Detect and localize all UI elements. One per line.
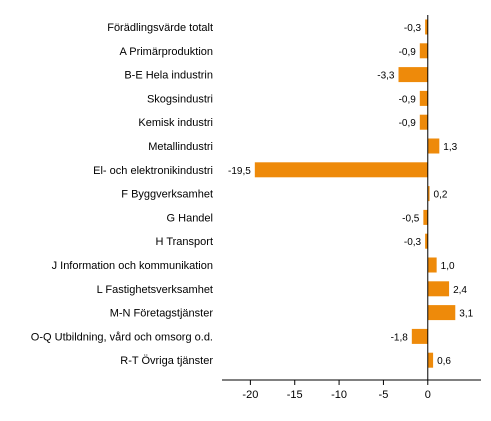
category-label: A Primärproduktion <box>119 46 213 58</box>
data-label: -1,8 <box>391 332 409 343</box>
data-label: -3,3 <box>377 71 395 82</box>
bar <box>427 281 450 297</box>
bar <box>427 257 437 273</box>
category-label: H Transport <box>156 236 213 248</box>
category-label: J Information och kommunikation <box>52 260 213 272</box>
data-label: -0,3 <box>404 23 422 34</box>
category-label: G Handel <box>167 212 213 224</box>
category-label: M-N Företagstjänster <box>110 308 214 320</box>
data-label: -0,3 <box>404 237 422 248</box>
data-label: -0,9 <box>399 94 417 105</box>
x-tick-label: -20 <box>242 389 258 401</box>
bar <box>427 138 440 154</box>
data-label: 0,2 <box>434 190 448 201</box>
x-axis: -20 -15 -10 -5 0 <box>222 15 481 401</box>
data-label: -0,9 <box>399 118 417 129</box>
bar <box>427 352 434 368</box>
category-label: El- och elektronikindustri <box>93 165 213 177</box>
data-label: 3,1 <box>459 309 473 320</box>
bar <box>425 233 428 249</box>
category-label: Metallindustri <box>148 141 213 153</box>
x-tick-label: -5 <box>379 389 389 401</box>
x-tick-label: -15 <box>287 389 303 401</box>
category-label: O-Q Utbildning, vård och omsorg o.d. <box>31 331 213 343</box>
bar <box>419 114 428 130</box>
bar <box>425 19 428 35</box>
data-label: 0,6 <box>437 356 451 367</box>
labels-layer: Förädlingsvärde totalt -0,3 A Primärproduk… <box>31 22 474 367</box>
category-label: Skogsindustri <box>147 93 213 105</box>
data-label: 1,3 <box>443 142 457 153</box>
data-label: 2,4 <box>453 285 467 296</box>
data-label: -0,5 <box>402 213 420 224</box>
category-label: B-E Hela industrin <box>124 70 213 82</box>
category-label: R-T Övriga tjänster <box>120 355 213 367</box>
category-label: Förädlingsvärde totalt <box>107 22 213 34</box>
bar <box>411 328 428 344</box>
bar <box>427 186 430 202</box>
category-label: L Fastighetsverksamhet <box>97 284 213 296</box>
x-tick-label: -10 <box>331 389 347 401</box>
data-label: -0,9 <box>399 47 417 58</box>
bar <box>423 209 428 225</box>
bars-layer <box>254 19 456 368</box>
category-label: Kemisk industri <box>138 117 213 129</box>
bar <box>419 43 428 59</box>
bar <box>254 162 428 178</box>
bar <box>398 67 428 83</box>
bar <box>419 90 428 106</box>
category-label: F Byggverksamhet <box>121 189 213 201</box>
data-label: -19,5 <box>228 166 251 177</box>
x-tick-label: 0 <box>425 389 431 401</box>
data-label: 1,0 <box>441 261 455 272</box>
bar <box>427 305 456 321</box>
